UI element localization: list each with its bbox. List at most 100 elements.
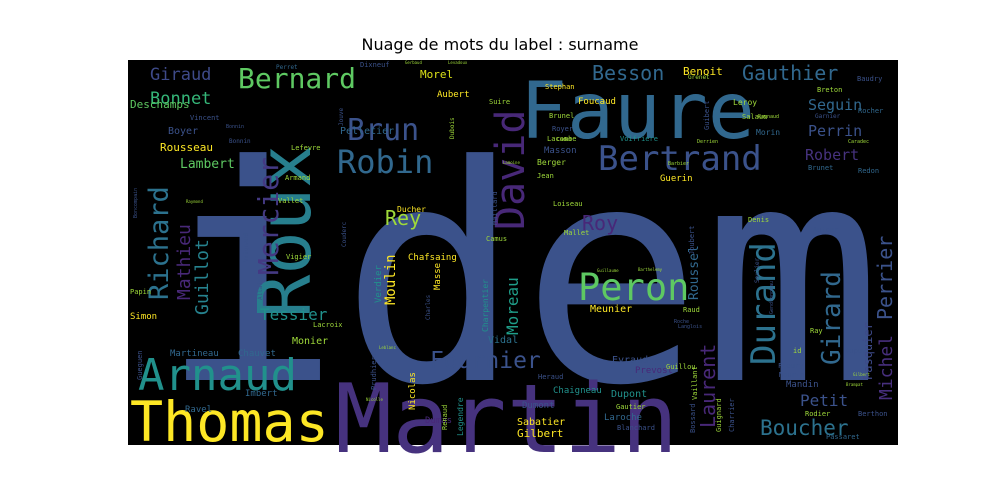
word-robert: Robert: [805, 146, 859, 164]
word-denis: Denis: [748, 216, 769, 224]
word-vallet: Vallet: [278, 197, 303, 205]
word-gueguen: Gueguen: [136, 350, 144, 380]
word-vaillant: Vaillant: [691, 366, 699, 400]
word-guibert: Guibert: [703, 100, 711, 130]
word-simon: Simon: [130, 312, 157, 322]
word-lacroix: Lacroix: [313, 321, 343, 329]
word-renaud: Renaud: [441, 405, 449, 430]
word-allain: Allain: [257, 278, 264, 300]
word-fournier: Fournier: [430, 348, 541, 374]
word-monier: Monier: [292, 336, 328, 347]
word-derrien: Derrien: [697, 139, 718, 145]
word-baudry: Baudry: [857, 75, 882, 83]
word-ray: Ray: [810, 327, 823, 335]
word-chafsaing: Chafsaing: [408, 253, 457, 263]
word-levadoux: Levadoux: [448, 60, 468, 65]
word-martin: Martin: [335, 365, 678, 475]
word-breton: Breton: [817, 86, 842, 94]
word-laroche: Laroche: [604, 413, 642, 423]
word-dupuy: Dupuy: [845, 347, 866, 355]
word-idem: idem: [160, 102, 882, 451]
word-guillaume: Guillaume: [597, 268, 619, 273]
word-legendre: Legendre: [456, 397, 465, 436]
word-dupont: Dupont: [611, 389, 647, 400]
word-perret: Perret: [276, 64, 298, 71]
word-richard: Richard: [144, 186, 175, 300]
word-vrignaud: Vrignaud: [243, 233, 250, 262]
word-lambert: Lambert: [180, 157, 235, 172]
word-lacombe: Lacombe: [547, 135, 577, 143]
word-guillot: Guillot: [192, 239, 213, 315]
word-imbert: Imbert: [245, 389, 278, 399]
word-laurent: Laurent: [696, 344, 720, 428]
word-bossard: Bossard: [689, 403, 697, 433]
word-ducher: Ducher: [397, 205, 426, 214]
word-prevost: Prevost: [635, 366, 673, 376]
word-sabatier: Sabatier: [517, 417, 565, 428]
word-leroy: Leroy: [733, 98, 757, 107]
word-faure: Faure: [520, 67, 755, 157]
word-bertrand: Bertrand: [598, 139, 762, 179]
word-eyraud: Eyraud: [612, 355, 648, 366]
word-peron: Peron: [578, 266, 689, 309]
word-chaigneau: Chaigneau: [553, 386, 602, 396]
word-martineau: Martineau: [170, 349, 219, 359]
word-rousseau: Rousseau: [160, 141, 213, 154]
word-cadet: Cadet: [557, 137, 572, 143]
word-grenet: Grenet: [688, 74, 710, 81]
word-vidal: Vidal: [488, 335, 518, 346]
word-giraud: Giraud: [150, 65, 211, 85]
word-salaun: Salaun: [742, 113, 767, 121]
word-foucaud: Foucaud: [578, 97, 616, 107]
word-guillou: Guillou: [666, 363, 696, 371]
word-raymond: Raymond: [186, 199, 203, 204]
word-vigier: Vigier: [286, 253, 311, 261]
word-aubert: Aubert: [437, 90, 470, 100]
word-gautier: Gautier: [616, 403, 646, 411]
word-gilbert: Gilbert: [517, 427, 563, 440]
word-boyer: Boyer: [168, 126, 198, 137]
word-suire: Suire: [489, 98, 510, 106]
word-perrier: Perrier: [873, 236, 897, 320]
word-roche: Roche: [674, 319, 689, 325]
word-joubert: Joubert: [688, 225, 696, 255]
word-brunet: Brunet: [808, 164, 833, 172]
word-charpentier: Charpentier: [481, 279, 490, 332]
word-mathieu: Mathieu: [174, 224, 195, 300]
word-jean: Jean: [537, 172, 554, 180]
word-girard: Girard: [817, 271, 847, 365]
word-aufour: Aufour: [813, 226, 838, 234]
word-bernard: Bernard: [238, 62, 356, 95]
word-caradec: Caradec: [848, 139, 869, 145]
word-pasquier: Pasquier: [861, 322, 875, 380]
word-berger: Berger: [537, 158, 566, 167]
word-cloud-background: [128, 60, 898, 445]
word-moreau: Moreau: [503, 277, 522, 335]
word-dumas: Dumas: [425, 416, 452, 426]
word-blanchard: Blanchard: [617, 424, 655, 432]
word-besson: Besson: [592, 61, 664, 85]
word-chauvet: Chauvet: [238, 349, 276, 359]
word-langlois: Langlois: [678, 324, 702, 330]
word-dumont: Dumont: [522, 401, 555, 411]
word-lefevre: Lefevre: [291, 144, 321, 152]
word-david: David: [488, 110, 534, 230]
word-rodier: Rodier: [805, 410, 830, 418]
word-perrin: Perrin: [808, 122, 862, 140]
word-raynaud: Raynaud: [758, 114, 779, 120]
word-bonnin: Bonnin: [226, 124, 244, 130]
word-tessier: Tessier: [260, 305, 328, 324]
word-nicolas: Nicolas: [408, 372, 418, 410]
word-brunel: Brunel: [549, 112, 574, 120]
word-meunier: Meunier: [590, 304, 632, 315]
word-redon: Redon: [858, 167, 879, 175]
word-charrier: Charrier: [728, 398, 736, 432]
word-roy: Roy: [582, 211, 618, 235]
word-michel: Michel: [876, 335, 897, 400]
word-deschamps: Deschamps: [130, 98, 190, 111]
word-durand: Durand: [744, 242, 784, 365]
word-barbier: Barbier: [668, 161, 689, 167]
word-rocher: Rocher: [858, 107, 883, 115]
